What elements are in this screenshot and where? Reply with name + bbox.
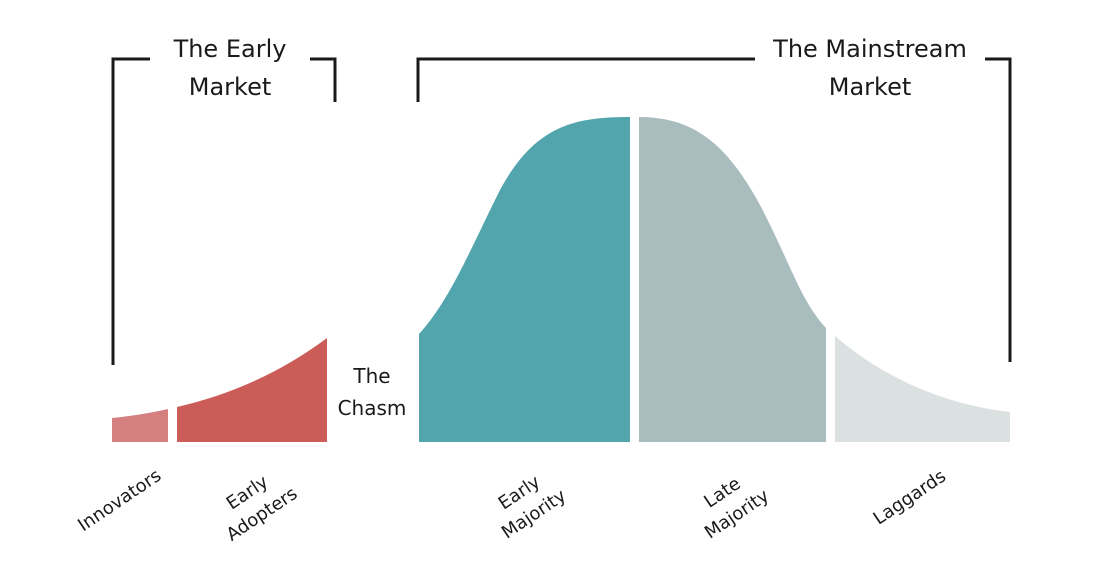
laggards-segment	[835, 336, 1010, 442]
chasm-label-line1: The	[353, 364, 391, 388]
mainstream-market-title-line2: Market	[828, 73, 912, 101]
innovators-segment	[112, 409, 168, 442]
early-majority-segment	[419, 117, 630, 442]
early-market-title-line1: The Early	[173, 35, 287, 63]
late-majority-segment	[639, 117, 826, 442]
chasm-label: The Chasm	[330, 360, 414, 424]
chasm-label-line2: Chasm	[337, 396, 407, 420]
early-market-title-line2: Market	[188, 73, 272, 101]
mainstream-market-bracket	[416, 57, 1012, 362]
early-adopters-segment	[177, 338, 327, 442]
mainstream-market-title: The Mainstream Market	[755, 30, 985, 106]
early-market-title: The Early Market	[150, 30, 310, 106]
mainstream-market-title-line1: The Mainstream	[773, 35, 967, 63]
